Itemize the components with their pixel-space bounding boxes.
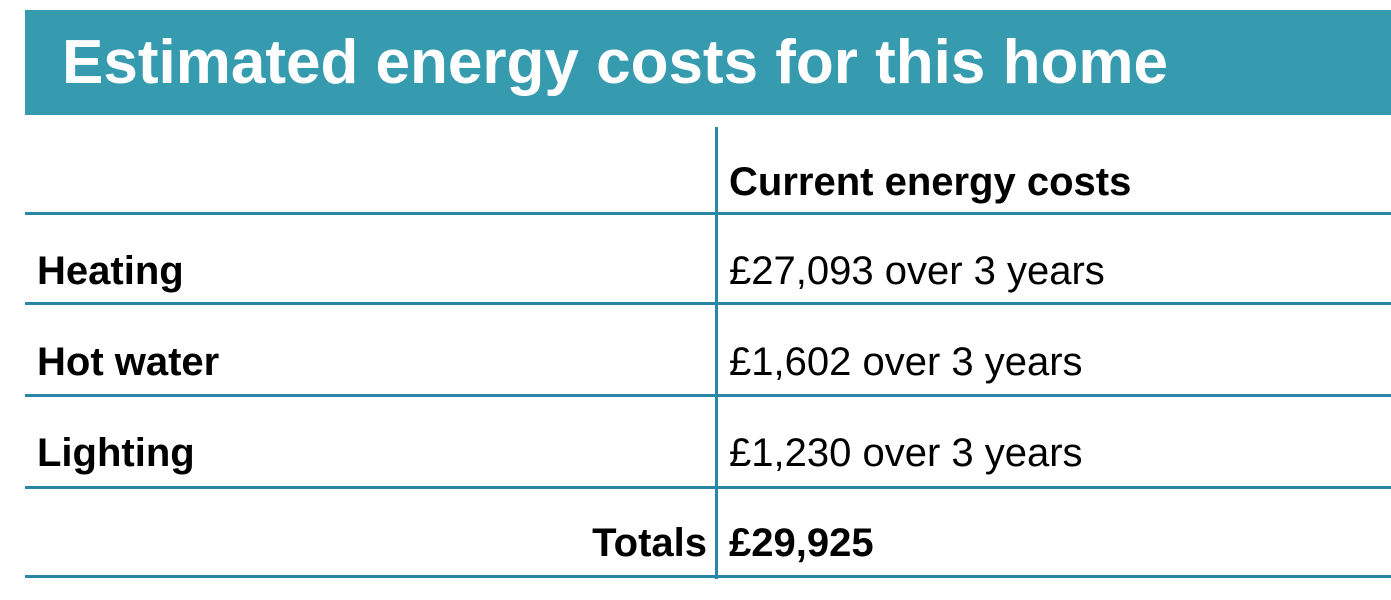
column-header: Current energy costs <box>729 160 1132 204</box>
row-divider <box>25 394 1391 397</box>
row-value: £1,602 over 3 years <box>729 340 1083 384</box>
row-label: Heating <box>37 249 184 293</box>
row-value: £1,230 over 3 years <box>729 431 1083 475</box>
title: Estimated energy costs for this home <box>62 28 1168 97</box>
row-label: Hot water <box>37 340 220 384</box>
row-divider <box>25 212 1391 215</box>
row-divider <box>25 575 1391 578</box>
totals-value: £29,925 <box>729 521 874 565</box>
row-divider <box>25 302 1391 305</box>
header-bar: Estimated energy costs for this home <box>25 10 1391 115</box>
row-label: Lighting <box>37 431 195 475</box>
row-value: £27,093 over 3 years <box>729 249 1105 293</box>
totals-label: Totals <box>592 521 707 565</box>
row-divider <box>25 486 1391 489</box>
column-divider <box>715 127 718 579</box>
